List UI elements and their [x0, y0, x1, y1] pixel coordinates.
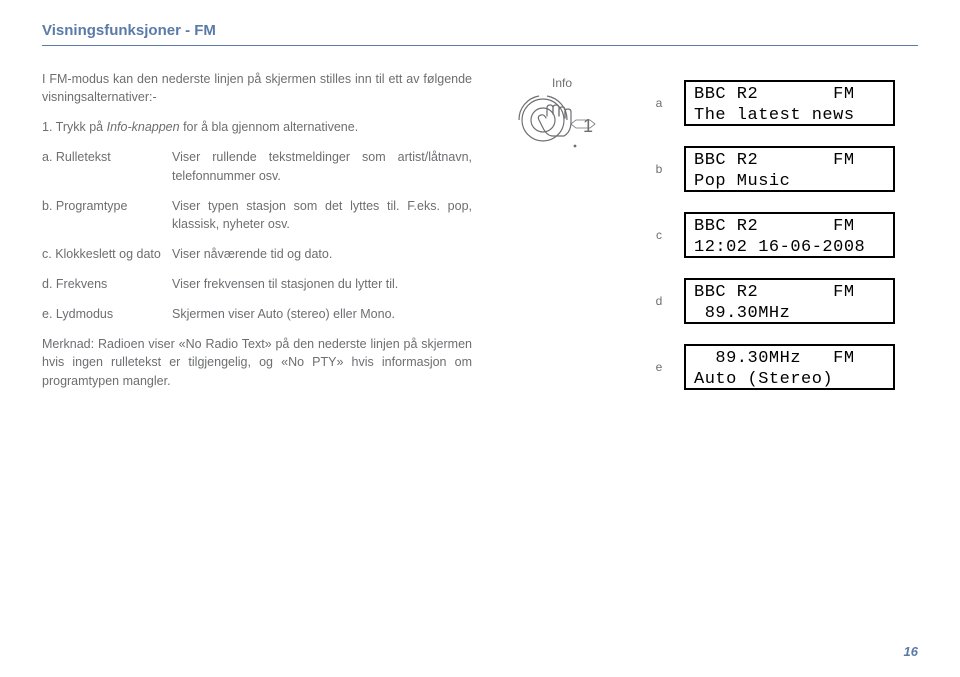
- def-c-key: c. Klokkeslett og dato: [42, 245, 172, 263]
- button-step-number: 1: [583, 116, 593, 136]
- lcd-row-e: e 89.30MHz FM Auto (Stereo): [652, 344, 918, 390]
- title-divider: [42, 45, 918, 46]
- content-columns: I FM-modus kan den nederste linjen på sk…: [42, 70, 918, 410]
- lcd-letter-a: a: [652, 96, 666, 110]
- note-text: Merknad: Radioen viser «No Radio Text» p…: [42, 335, 472, 389]
- def-a-val: Viser rullende tekstmeldinger som artist…: [172, 148, 472, 184]
- lcd-c: BBC R2 FM 12:02 16-06-2008: [684, 212, 895, 258]
- lcd-d-line1: BBC R2 FM: [694, 283, 855, 302]
- page-number: 16: [904, 644, 918, 659]
- lcd-a: BBC R2 FM The latest news: [684, 80, 895, 126]
- def-e: e. Lydmodus Skjermen viser Auto (stereo)…: [42, 305, 472, 323]
- lcd-row-d: d BBC R2 FM 89.30MHz: [652, 278, 918, 324]
- step-1-italic: Info-knappen: [107, 120, 180, 134]
- def-d: d. Frekvens Viser frekvensen til stasjon…: [42, 275, 472, 293]
- lcd-letter-d: d: [652, 294, 666, 308]
- lcd-letter-c: c: [652, 228, 666, 242]
- def-e-key: e. Lydmodus: [42, 305, 172, 323]
- def-b-key: b. Programtype: [42, 197, 172, 233]
- def-b-val: Viser typen stasjon som det lyttes til. …: [172, 197, 472, 233]
- left-column: I FM-modus kan den nederste linjen på sk…: [42, 70, 472, 402]
- step-1-suffix: for å bla gjennom alternativene.: [180, 120, 359, 134]
- button-illustration: Info 1: [502, 70, 622, 160]
- lcd-a-line1: BBC R2 FM: [694, 85, 855, 104]
- lcd-a-line2: The latest news: [694, 106, 855, 125]
- lcd-c-line1: BBC R2 FM: [694, 217, 855, 236]
- lcd-c-line2: 12:02 16-06-2008: [694, 238, 865, 257]
- def-e-val: Skjermen viser Auto (stereo) eller Mono.: [172, 305, 472, 323]
- lcd-letter-e: e: [652, 360, 666, 374]
- lcd-b-line2: Pop Music: [694, 172, 790, 191]
- lcd-column: a BBC R2 FM The latest news b BBC R2 FM …: [652, 70, 918, 410]
- lcd-letter-b: b: [652, 162, 666, 176]
- info-label: Info: [502, 76, 622, 90]
- def-a: a. Rulletekst Viser rullende tekstmeldin…: [42, 148, 472, 184]
- step-1-prefix: 1. Trykk på: [42, 120, 107, 134]
- intro-text: I FM-modus kan den nederste linjen på sk…: [42, 70, 472, 106]
- lcd-e: 89.30MHz FM Auto (Stereo): [684, 344, 895, 390]
- lcd-d-line2: 89.30MHz: [694, 304, 790, 323]
- lcd-e-line1: 89.30MHz FM: [694, 349, 855, 368]
- info-button-icon: 1: [517, 94, 607, 160]
- lcd-row-b: b BBC R2 FM Pop Music: [652, 146, 918, 192]
- page-title: Visningsfunksjoner - FM: [42, 22, 918, 39]
- lcd-row-c: c BBC R2 FM 12:02 16-06-2008: [652, 212, 918, 258]
- def-d-key: d. Frekvens: [42, 275, 172, 293]
- lcd-b-line1: BBC R2 FM: [694, 151, 855, 170]
- lcd-row-a: a BBC R2 FM The latest news: [652, 80, 918, 126]
- lcd-d: BBC R2 FM 89.30MHz: [684, 278, 895, 324]
- lcd-b: BBC R2 FM Pop Music: [684, 146, 895, 192]
- def-c: c. Klokkeslett og dato Viser nåværende t…: [42, 245, 472, 263]
- lcd-e-line2: Auto (Stereo): [694, 370, 833, 389]
- def-a-key: a. Rulletekst: [42, 148, 172, 184]
- step-1: 1. Trykk på Info-knappen for å bla gjenn…: [42, 118, 472, 136]
- def-d-val: Viser frekvensen til stasjonen du lytter…: [172, 275, 472, 293]
- def-b: b. Programtype Viser typen stasjon som d…: [42, 197, 472, 233]
- def-c-val: Viser nåværende tid og dato.: [172, 245, 472, 263]
- manual-page: Visningsfunksjoner - FM I FM-modus kan d…: [0, 0, 960, 677]
